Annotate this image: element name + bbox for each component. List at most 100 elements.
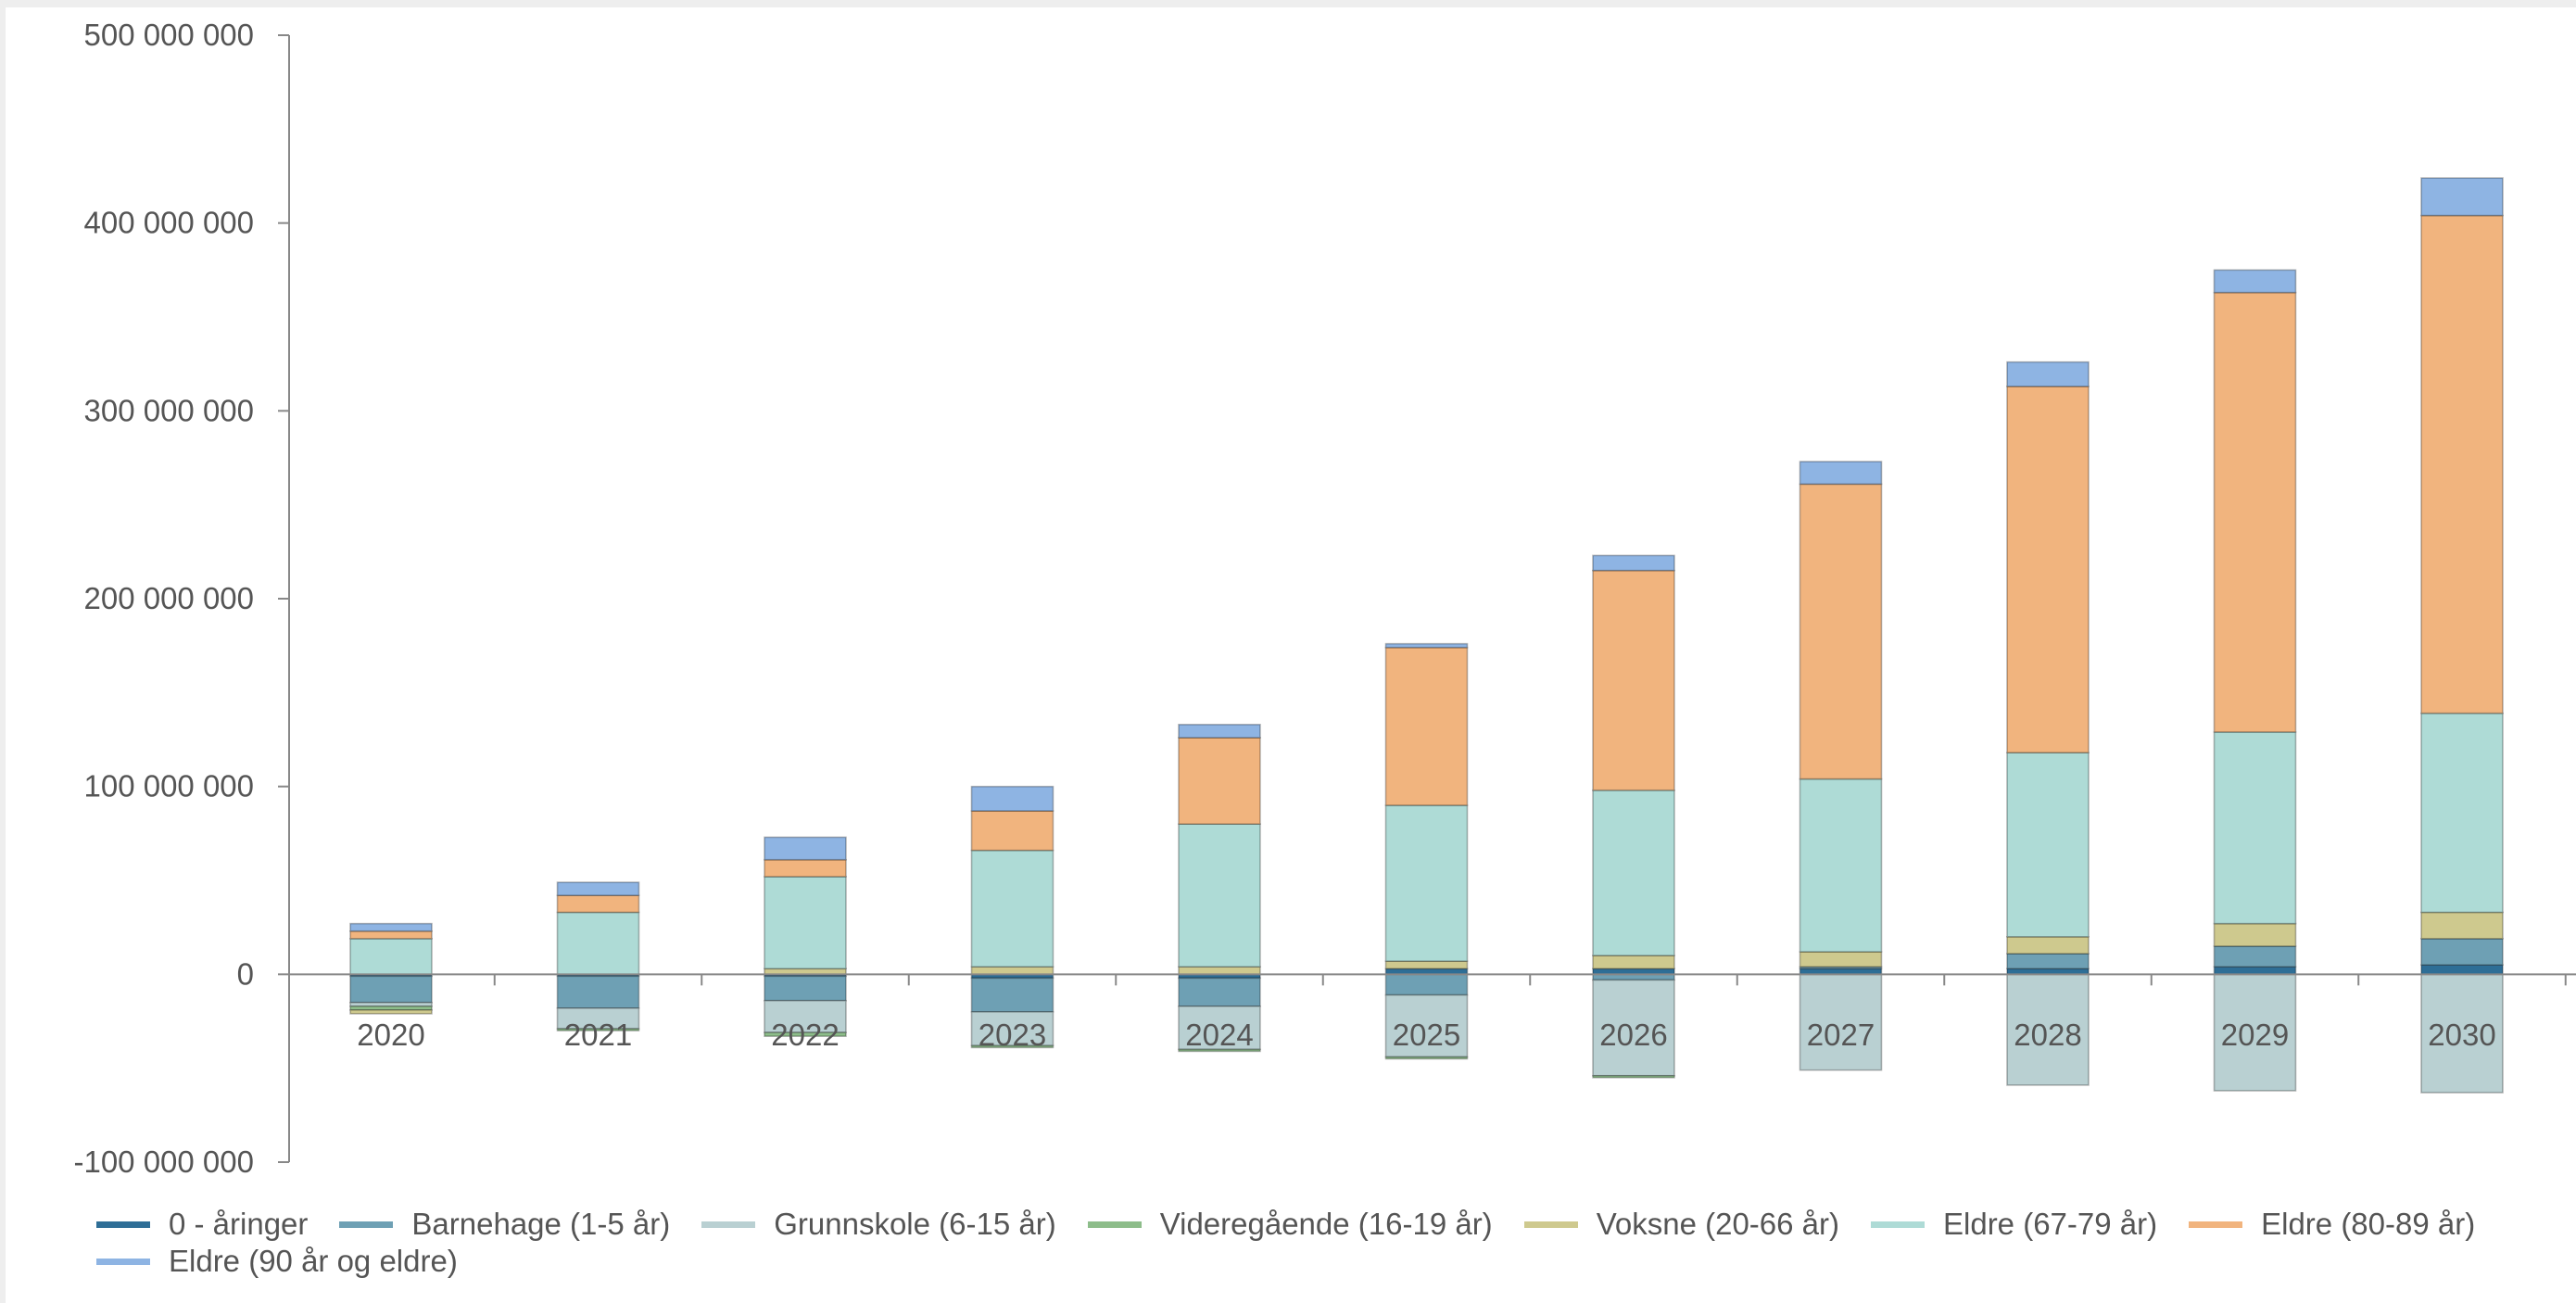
bar-segment-2024-4 — [1178, 1048, 1261, 1053]
bar-segment-2028-8 — [2006, 361, 2090, 387]
bar-segment-2029-2 — [2213, 945, 2297, 968]
bar-segment-2024-2 — [1178, 977, 1261, 1007]
bar-segment-2021-2 — [556, 975, 640, 1009]
bar-segment-2025-4 — [1384, 1056, 1469, 1060]
x-tick-label: 2026 — [1599, 1018, 1667, 1052]
chart-panel: -100 000 000 0 100 000 000 200 000 000 300 0… — [6, 7, 2576, 1303]
bar-segment-2030-3 — [2420, 973, 2504, 1094]
bar-segment-2022-3 — [764, 999, 847, 1033]
bar-segment-2022-8 — [764, 836, 847, 861]
bar-segment-2022-4 — [764, 1031, 847, 1038]
x-tick-label: 2022 — [771, 1018, 839, 1052]
legend-label: Grunnskole (6-15 år) — [774, 1207, 1056, 1241]
legend-item: Eldre (67-79 år) — [1871, 1207, 2157, 1242]
bar-segment-2027-3 — [1799, 973, 1883, 1071]
bar-segment-2023-6 — [970, 849, 1054, 968]
legend-swatch — [2189, 1221, 2243, 1228]
bar-segment-2022-7 — [764, 858, 847, 878]
legend-label: Eldre (67-79 år) — [1943, 1207, 2158, 1241]
bar-segment-2029-8 — [2213, 269, 2297, 294]
legend-item: Videregående (16-19 år) — [1087, 1207, 1493, 1242]
legend-item: Voksne (20-66 år) — [1523, 1207, 1839, 1242]
bar-segment-2024-8 — [1178, 723, 1261, 739]
bar-segment-2020-7 — [349, 930, 433, 940]
x-tick-label: 2029 — [2221, 1018, 2289, 1052]
bar-segment-2026-6 — [1592, 789, 1675, 956]
x-tick-label: 2021 — [564, 1018, 632, 1052]
stacked-bar-chart: -100 000 000 0 100 000 000 200 000 000 300 0… — [73, 18, 2576, 1179]
bar-segment-2026-7 — [1592, 569, 1675, 791]
legend-label: 0 - åringer — [169, 1207, 309, 1241]
bar-segment-2026-3 — [1592, 979, 1675, 1077]
labels-layer: -100 000 000 0 100 000 000 200 000 000 300 0… — [73, 18, 2495, 1179]
y-tick-label: 500 000 000 — [83, 18, 254, 52]
bar-segment-2027-8 — [1799, 461, 1883, 486]
legend-item: Grunnskole (6-15 år) — [701, 1207, 1056, 1242]
bar-segment-2022-6 — [764, 876, 847, 970]
legend-label: Voksne (20-66 år) — [1596, 1207, 1839, 1241]
bar-segment-2030-5 — [2420, 911, 2504, 940]
bar-segment-2029-7 — [2213, 291, 2297, 733]
y-tick-label: -100 000 000 — [73, 1145, 254, 1179]
bar-segment-2021-7 — [556, 894, 640, 914]
bar-segment-2023-4 — [970, 1044, 1054, 1049]
x-tick-label: 2028 — [2014, 1018, 2081, 1052]
legend-swatch — [701, 1221, 756, 1228]
bars-layer — [349, 177, 2504, 1094]
bar-segment-2020-5 — [349, 1009, 433, 1015]
legend-swatch — [339, 1221, 394, 1228]
bar-segment-2030-6 — [2420, 712, 2504, 914]
bar-segment-2028-5 — [2006, 935, 2090, 955]
y-tick-label: 300 000 000 — [83, 393, 254, 427]
y-tick-label: 0 — [237, 956, 254, 991]
bar-segment-2021-4 — [556, 1028, 640, 1031]
x-tick-label: 2020 — [357, 1018, 424, 1052]
legend-label: Eldre (90 år og eldre) — [169, 1244, 458, 1278]
y-tick-label: 200 000 000 — [83, 581, 254, 615]
bar-segment-2028-3 — [2006, 973, 2090, 1086]
bar-segment-2021-8 — [556, 881, 640, 897]
bar-segment-2023-2 — [970, 977, 1054, 1013]
bar-segment-2028-7 — [2006, 386, 2090, 753]
x-tick-label: 2024 — [1185, 1018, 1253, 1052]
bar-segment-2030-7 — [2420, 214, 2504, 715]
legend-swatch — [1087, 1221, 1142, 1228]
bar-segment-2030-2 — [2420, 938, 2504, 966]
bar-segment-2022-2 — [764, 975, 847, 1002]
x-tick-label: 2025 — [1393, 1018, 1460, 1052]
bar-segment-2024-7 — [1178, 737, 1261, 825]
legend-swatch — [1871, 1221, 1925, 1228]
y-tick-label: 400 000 000 — [83, 206, 254, 240]
bar-segment-2027-7 — [1799, 483, 1883, 780]
legend-swatch — [96, 1221, 150, 1228]
bar-segment-2029-6 — [2213, 731, 2297, 925]
bar-segment-2027-5 — [1799, 951, 1883, 968]
x-tick-label: 2023 — [979, 1018, 1046, 1052]
legend-label: Barnehage (1-5 år) — [411, 1207, 671, 1241]
bar-segment-2025-8 — [1384, 642, 1469, 649]
x-tick-label: 2030 — [2428, 1018, 2495, 1052]
bar-segment-2023-8 — [970, 785, 1054, 812]
bar-segment-2024-3 — [1178, 1005, 1261, 1051]
y-tick-label: 100 000 000 — [83, 769, 254, 803]
legend: 0 - åringer Barnehage (1-5 år) Grunnskole … — [96, 1207, 2506, 1279]
bar-segment-2028-6 — [2006, 752, 2090, 938]
legend-item: 0 - åringer — [96, 1207, 308, 1242]
bar-segment-2029-1 — [2213, 966, 2297, 976]
bar-segment-2026-5 — [1592, 955, 1675, 970]
bar-segment-2024-6 — [1178, 823, 1261, 968]
bar-segment-2026-8 — [1592, 554, 1675, 572]
bar-segment-2029-5 — [2213, 922, 2297, 947]
legend-item: Eldre (90 år og eldre) — [96, 1244, 458, 1279]
bar-segment-2023-3 — [970, 1011, 1054, 1047]
bar-segment-2030-1 — [2420, 964, 2504, 976]
bar-segment-2023-7 — [970, 810, 1054, 852]
legend-item: Eldre (80-89 år) — [2189, 1207, 2475, 1242]
bar-segment-2025-6 — [1384, 804, 1469, 962]
bar-segment-2028-2 — [2006, 953, 2090, 970]
bar-segment-2026-4 — [1592, 1074, 1675, 1079]
x-tick-label: 2027 — [1807, 1018, 1875, 1052]
bar-segment-2020-2 — [349, 975, 433, 1004]
axis-layer — [278, 34, 2576, 1163]
bar-segment-2024-5 — [1178, 966, 1261, 976]
